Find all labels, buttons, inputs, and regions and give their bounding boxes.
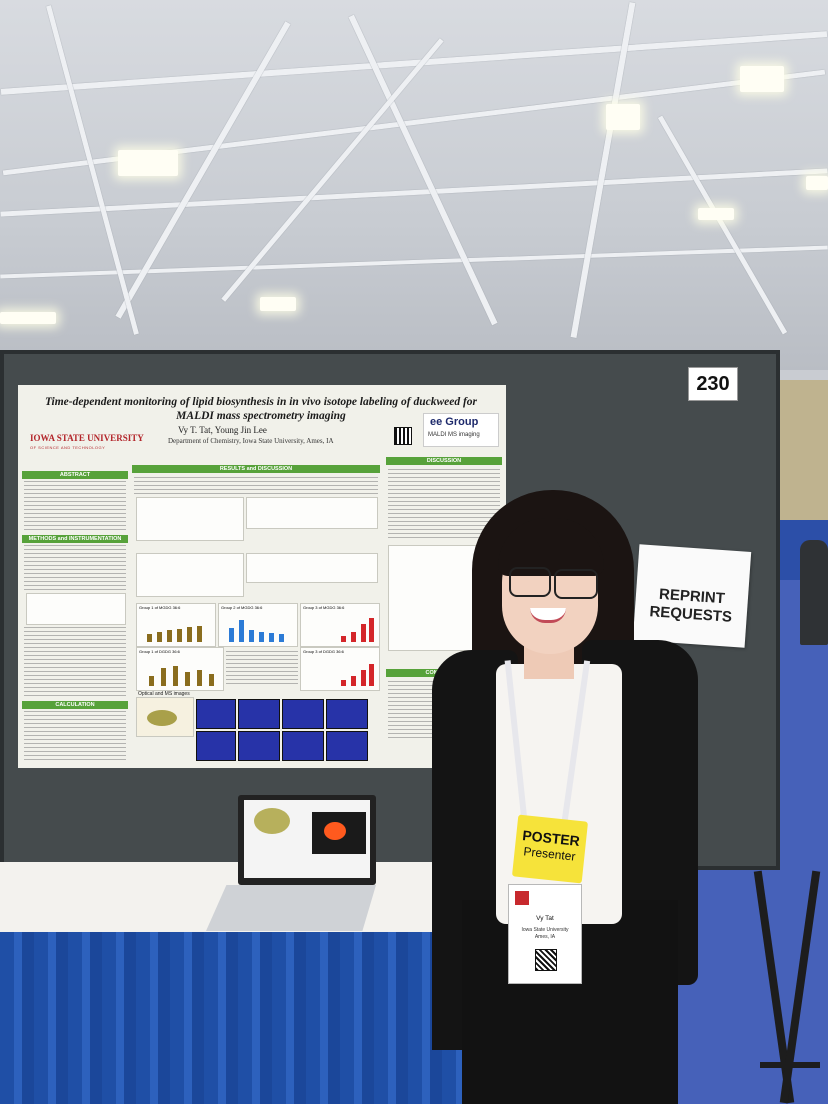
poster-presenter-ribbon: POSTER Presenter — [511, 814, 589, 884]
ms-image — [326, 699, 368, 729]
group3-mgdg-label: Group 3 of MGDG 36:6 — [303, 605, 345, 610]
ms-image — [282, 731, 324, 761]
ceiling-light — [806, 176, 828, 190]
university-logo-sub: OF SCIENCE AND TECHNOLOGY — [30, 445, 106, 450]
lab-logo-title: ee Group — [430, 416, 479, 428]
glasses-icon — [554, 569, 598, 599]
ceiling-truss — [0, 245, 828, 279]
university-logo: IOWA STATE UNIVERSITY — [30, 433, 144, 443]
group3-mgdg-chart: Group 3 of MGDG 36:6 — [300, 603, 380, 647]
ms-image — [282, 699, 324, 729]
methods-heading: METHODS and INSTRUMENTATION — [22, 535, 128, 543]
laptop-display — [244, 800, 370, 878]
group2-mgdg-label: Group 2 of MGDG 36:6 — [221, 605, 263, 610]
group3-dgdg-label: Group 3 of DGDG 36:6 — [303, 649, 344, 654]
workflow-figure — [26, 593, 126, 625]
badge-city: Ames, IA — [534, 934, 556, 940]
poster-department: Department of Chemistry, Iowa State Univ… — [168, 437, 334, 445]
poster-title-line1: Time-dependent monitoring of lipid biosy… — [44, 396, 478, 408]
group1-dgdg-bars — [143, 658, 219, 686]
poster-title-line2: MALDI mass spectrometry imaging — [176, 410, 346, 422]
presenter-smile — [530, 608, 566, 623]
badge-institution-name: Iowa State University — [521, 927, 569, 933]
ceiling-truss — [657, 115, 788, 335]
calculation-heading: CALCULATION — [22, 701, 128, 709]
ceiling-light — [260, 297, 296, 311]
ceiling-light — [606, 104, 640, 130]
dgdg-labeling-plot — [136, 553, 244, 597]
methods-text-2 — [24, 627, 126, 697]
name-badge: Vy Tat Iowa State University Ames, IA — [508, 884, 582, 984]
optical-ms-label: Optical and MS images — [138, 691, 190, 697]
heatmap-spot — [324, 822, 346, 840]
research-poster: Time-dependent monitoring of lipid biosy… — [18, 385, 506, 768]
lab-logo-subtitle: MALDI MS imaging — [428, 432, 480, 438]
group1-mgdg-bars — [143, 614, 211, 642]
duckweed-frond — [147, 710, 177, 726]
badge-logo-icon — [515, 891, 529, 905]
mgdg-labeling-plot — [136, 497, 244, 541]
methods-text — [24, 545, 126, 591]
group3-dgdg-bars — [307, 658, 375, 686]
ceiling-light — [698, 208, 734, 220]
ms-image — [196, 699, 236, 729]
ceiling-light — [118, 150, 178, 176]
reprint-requests-envelope[interactable]: REPRINT REQUESTS — [632, 544, 752, 648]
group3-dgdg-chart: Group 3 of DGDG 36:6 — [300, 647, 380, 691]
group1-dgdg-chart: Group 1 of DGDG 36:6 — [136, 647, 224, 691]
laptop-screen[interactable] — [238, 795, 376, 885]
ms-image — [326, 731, 368, 761]
results-heading: RESULTS and DISCUSSION — [132, 465, 380, 473]
abstract-heading: ABSTRACT — [22, 471, 128, 479]
abstract-text — [24, 481, 126, 531]
mgdg-structure — [246, 497, 378, 529]
calculation-text — [24, 711, 126, 763]
ceiling-light — [0, 312, 56, 324]
laptop-keyboard[interactable] — [206, 885, 376, 931]
dgdg-structure — [246, 553, 378, 583]
ms-image — [238, 699, 280, 729]
glasses-icon — [509, 567, 551, 597]
group1-dgdg-label: Group 1 of DGDG 36:6 — [139, 649, 180, 654]
lab-logo: ee Group MALDI MS imaging — [423, 413, 499, 447]
ms-image — [238, 731, 280, 761]
group3-mgdg-bars — [307, 614, 375, 642]
badge-institution: Iowa State University Ames, IA — [509, 927, 581, 941]
discussion-heading: DISCUSSION — [386, 457, 502, 465]
poster-authors: Vy T. Tat, Young Jin Lee — [178, 425, 267, 435]
ms-heatmap-image — [312, 812, 366, 854]
reprint-requests-label: REPRINT REQUESTS — [642, 585, 740, 628]
ceiling-light — [740, 66, 784, 92]
group1-mgdg-label: Group 1 of MGDG 36:6 — [139, 605, 181, 610]
poster-title: Time-dependent monitoring of lipid biosy… — [26, 395, 496, 423]
figure-caption — [226, 651, 298, 687]
table-skirt — [0, 932, 470, 1104]
badge-name: Vy Tat — [536, 915, 554, 922]
background-attendee — [800, 540, 828, 645]
board-number: 230 — [688, 367, 738, 401]
group1-mgdg-chart: Group 1 of MGDG 36:6 — [136, 603, 216, 647]
duckweed-optical-image — [136, 697, 194, 737]
convention-ceiling — [0, 0, 828, 370]
duckweed-image — [254, 808, 290, 834]
discussion-text — [388, 469, 500, 539]
group2-mgdg-chart: Group 2 of MGDG 36:6 — [218, 603, 298, 647]
group2-mgdg-bars — [225, 614, 293, 642]
ms-image — [196, 731, 236, 761]
qr-code-icon — [535, 949, 557, 971]
easel-crossbar — [760, 1062, 820, 1068]
results-text — [134, 477, 378, 495]
qr-code-icon — [394, 427, 412, 445]
